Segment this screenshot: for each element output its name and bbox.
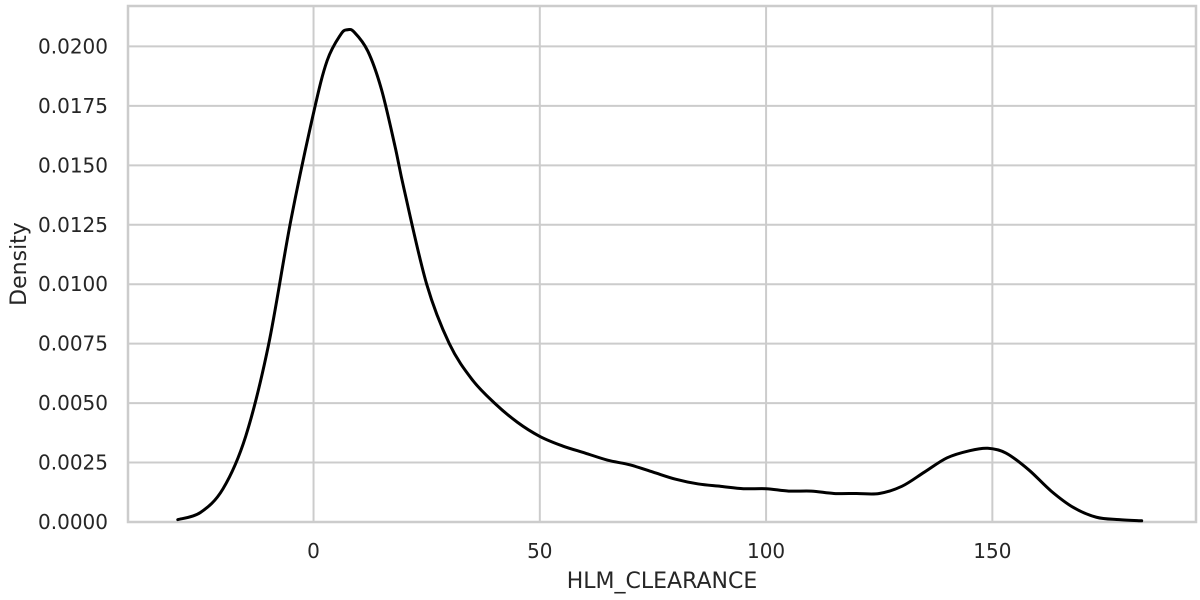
y-tick-label: 0.0025	[38, 451, 108, 475]
x-axis-title: HLM_CLEARANCE	[567, 569, 758, 594]
y-tick-label: 0.0200	[38, 34, 108, 58]
plot-frame	[126, 4, 1198, 524]
y-tick-label: 0.0050	[38, 391, 108, 415]
x-tick-label: 0	[307, 539, 320, 563]
x-tick-label: 150	[973, 539, 1011, 563]
x-tick-label: 100	[747, 539, 785, 563]
y-axis-ticks: 0.0000 0.0025 0.0050 0.0075 0.0100 0.0125 0.01…	[38, 34, 108, 534]
series-group	[176, 27, 1144, 523]
x-axis-ticks: 0 50 100 150	[307, 539, 1011, 563]
y-tick-label: 0.0000	[38, 510, 108, 534]
y-tick-label: 0.0125	[38, 213, 108, 237]
x-tick-label: 50	[527, 539, 552, 563]
y-tick-label: 0.0150	[38, 153, 108, 177]
grid	[128, 6, 1196, 523]
y-axis-title: Density	[7, 222, 32, 306]
y-tick-label: 0.0075	[38, 332, 108, 356]
axes-frame	[126, 4, 1198, 524]
kde-density-line	[176, 27, 1144, 523]
y-tick-label: 0.0175	[38, 94, 108, 118]
y-tick-label: 0.0100	[38, 272, 108, 296]
